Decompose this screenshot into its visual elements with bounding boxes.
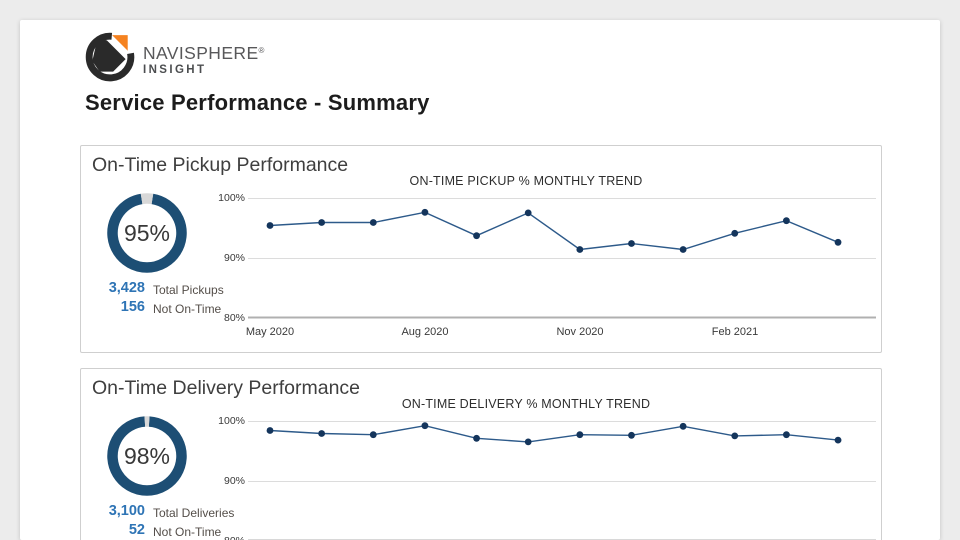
pickup-xtick-aug2020: Aug 2020	[401, 326, 449, 338]
pickup-xtick-may2020: May 2020	[245, 326, 295, 338]
deliveries-not-on-time-value: 52	[128, 522, 145, 538]
brand-subtitle: INSIGHT	[143, 64, 207, 76]
deliveries-not-on-time-label: Not On-Time	[153, 525, 222, 539]
data-point[interactable]	[421, 208, 429, 216]
delivery-trend-title: ON-TIME DELIVERY % MONTHLY TREND	[401, 397, 651, 411]
data-point[interactable]	[473, 232, 480, 240]
data-point[interactable]	[783, 217, 790, 225]
pickup-trend-chart[interactable]	[248, 198, 876, 319]
page-title: Service Performance - Summary	[85, 90, 430, 115]
pickup-trend-title: ON-TIME PICKUP % MONTHLY TREND	[409, 174, 643, 188]
delivery-card-title: On-Time Delivery Performance	[92, 377, 361, 399]
report-sheet: NAVISPHERE® INSIGHT Service Performance …	[20, 20, 940, 540]
pickup-ytick-90: 90%	[223, 252, 245, 264]
stat-row-total-pickups: 3,428 Total Pickups	[89, 280, 224, 299]
delivery-performance-card: On-Time Delivery Performance 98% 3,100 T…	[80, 368, 882, 540]
data-point[interactable]	[679, 246, 687, 253]
delivery-trend-chart[interactable]	[248, 421, 876, 540]
data-point[interactable]	[783, 431, 790, 439]
stat-row-pickups-not-on-time: 156 Not On-Time	[89, 299, 224, 318]
data-point[interactable]	[834, 238, 842, 246]
pickup-card-title: On-Time Pickup Performance	[92, 154, 349, 176]
trend-line	[269, 424, 839, 443]
data-point[interactable]	[524, 209, 532, 217]
brand-name: NAVISPHERE®	[143, 43, 265, 63]
pickup-performance-card: On-Time Pickup Performance 95% 3,428 Tot…	[80, 145, 882, 353]
data-point[interactable]	[318, 430, 326, 437]
delivery-ytick-80: 80%	[199, 535, 245, 540]
data-point[interactable]	[266, 222, 274, 229]
stat-row-deliveries-not-on-time: 52 Not On-Time	[89, 522, 234, 540]
data-point[interactable]	[576, 246, 584, 253]
pickup-ytick-100: 100%	[218, 192, 245, 204]
delivery-stats: 3,100 Total Deliveries 52 Not On-Time	[89, 503, 235, 540]
pickups-not-on-time-label: Not On-Time	[153, 302, 222, 316]
stat-row-total-deliveries: 3,100 Total Deliveries	[89, 503, 235, 522]
pickup-donut-chart[interactable]: 95%	[103, 189, 191, 277]
registered-mark: ®	[258, 46, 265, 55]
total-pickups-value: 3,428	[108, 280, 145, 296]
pickup-xtick-nov2020: Nov 2020	[556, 326, 604, 338]
data-point[interactable]	[369, 431, 377, 439]
delivery-donut-chart[interactable]: 98%	[103, 412, 191, 500]
data-point[interactable]	[318, 219, 326, 226]
navisphere-logo: NAVISPHERE® INSIGHT	[85, 30, 385, 86]
data-point[interactable]	[524, 438, 532, 446]
data-point[interactable]	[473, 434, 480, 442]
data-point[interactable]	[369, 219, 377, 226]
trend-line	[269, 211, 839, 251]
delivery-percent-value: 98%	[123, 442, 171, 469]
data-point[interactable]	[266, 427, 274, 434]
donut-arc	[107, 193, 187, 273]
data-point[interactable]	[731, 432, 739, 440]
pickups-not-on-time-value: 156	[120, 299, 145, 315]
data-point[interactable]	[628, 431, 635, 439]
pickup-donut-ring	[107, 193, 187, 273]
data-point[interactable]	[628, 240, 635, 247]
data-point[interactable]	[731, 229, 739, 237]
donut-arc	[107, 416, 187, 496]
total-deliveries-value: 3,100	[108, 503, 145, 519]
delivery-ytick-100: 100%	[218, 415, 245, 427]
total-deliveries-label: Total Deliveries	[153, 506, 235, 520]
data-point[interactable]	[576, 431, 584, 439]
pickup-ytick-80: 80%	[223, 312, 245, 324]
pickup-stats: 3,428 Total Pickups 156 Not On-Time	[89, 280, 224, 318]
pickup-percent-value: 95%	[123, 219, 171, 246]
data-point[interactable]	[679, 422, 687, 430]
pickup-xtick-feb2021: Feb 2021	[711, 326, 759, 338]
data-point[interactable]	[421, 422, 429, 430]
data-point[interactable]	[834, 436, 842, 444]
delivery-ytick-90: 90%	[223, 475, 245, 487]
navisphere-logo-icon	[85, 32, 135, 82]
delivery-donut-ring	[107, 416, 187, 496]
total-pickups-label: Total Pickups	[153, 283, 224, 297]
